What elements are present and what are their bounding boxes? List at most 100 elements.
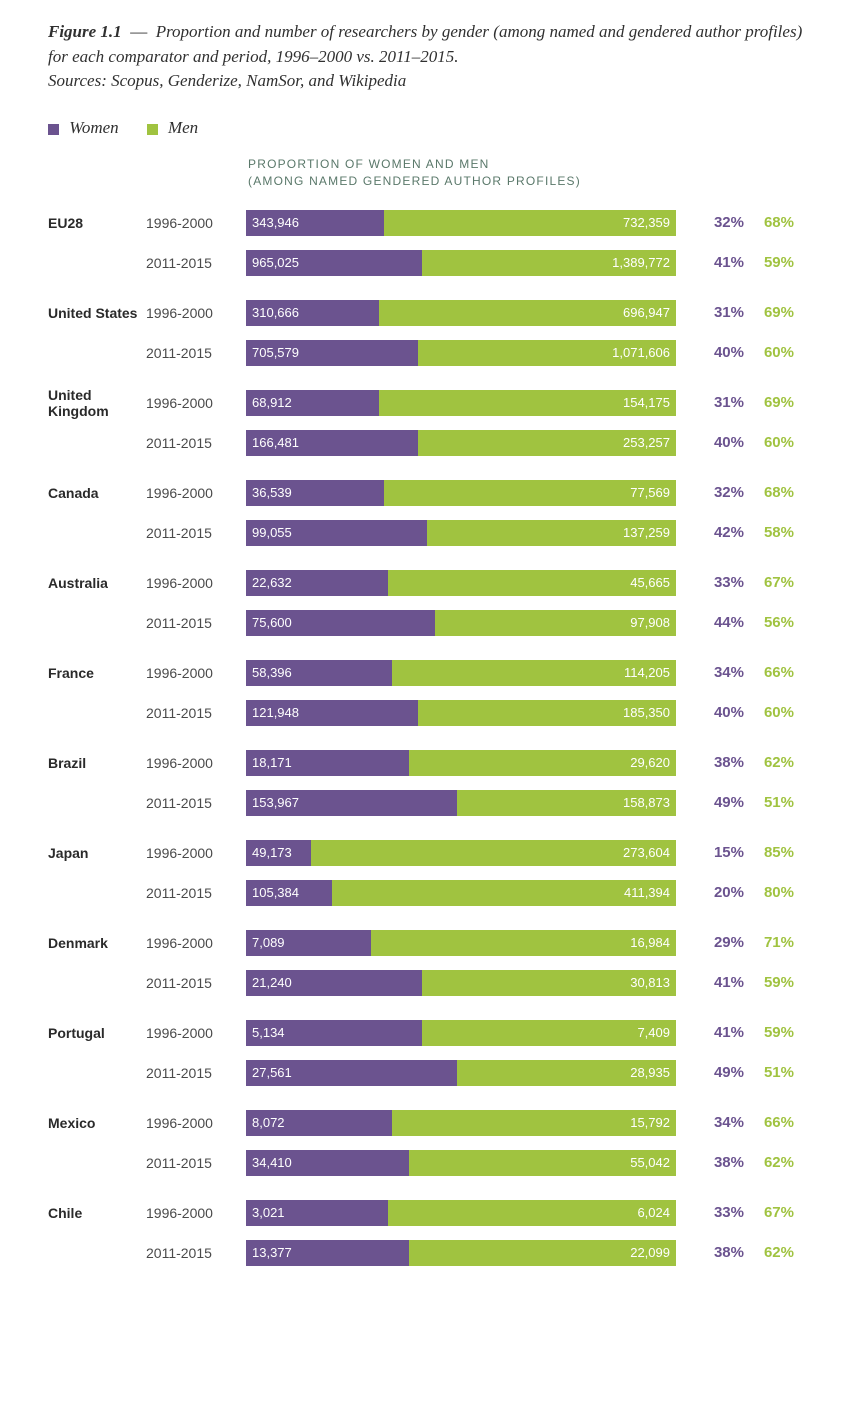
bar-segment-women: 36,539 [246,480,384,506]
stacked-bar: 705,5791,071,606 [246,340,676,366]
bar-segment-women: 13,377 [246,1240,409,1266]
bar-segment-men: 29,620 [409,750,676,776]
region-group: Portugal1996-20005,1347,40941%59%2011-20… [48,1019,814,1087]
pct-men: 68% [744,484,794,501]
pct-women: 41% [676,254,744,271]
bar-segment-men: 1,389,772 [422,250,676,276]
bar-segment-men: 30,813 [422,970,676,996]
bar-segment-men: 15,792 [392,1110,676,1136]
period-label: 1996-2000 [146,1115,246,1131]
bar-segment-men: 158,873 [457,790,676,816]
bar-segment-men: 77,569 [384,480,676,506]
bar-segment-women: 75,600 [246,610,435,636]
pct-women: 31% [676,394,744,411]
period-label: 1996-2000 [146,395,246,411]
bar-segment-women: 21,240 [246,970,422,996]
region-group: EU281996-2000343,946732,35932%68%2011-20… [48,209,814,277]
stacked-bar: 13,37722,099 [246,1240,676,1266]
bar-segment-women: 8,072 [246,1110,392,1136]
pct-men: 62% [744,1154,794,1171]
caption-text: Proportion and number of researchers by … [48,22,802,66]
period-label: 1996-2000 [146,935,246,951]
pct-men: 60% [744,344,794,361]
pct-men: 68% [744,214,794,231]
chart-subtitle: proportion of women and men (among named… [248,156,814,191]
stacked-bar: 49,173273,604 [246,840,676,866]
pct-women: 41% [676,974,744,991]
bar-row: France1996-200058,396114,20534%66% [48,659,814,687]
bar-segment-women: 68,912 [246,390,379,416]
period-label: 2011-2015 [146,705,246,721]
pct-women: 40% [676,344,744,361]
bar-segment-men: 97,908 [435,610,676,636]
figure-caption: Figure 1.1 — Proportion and number of re… [48,20,814,94]
period-label: 1996-2000 [146,755,246,771]
bar-segment-women: 166,481 [246,430,418,456]
region-group: Chile1996-20003,0216,02433%67% 2011-20151… [48,1199,814,1267]
period-label: 2011-2015 [146,975,246,991]
bar-row: 2011-201599,055137,25942%58% [48,519,814,547]
pct-women: 38% [676,754,744,771]
pct-men: 69% [744,304,794,321]
bar-row: United States1996-2000310,666696,94731%6… [48,299,814,327]
region-label: Chile [48,1205,146,1221]
bar-row: EU281996-2000343,946732,35932%68% [48,209,814,237]
stacked-bar: 343,946732,359 [246,210,676,236]
pct-men: 85% [744,844,794,861]
stacked-bar: 3,0216,024 [246,1200,676,1226]
stacked-bar: 34,41055,042 [246,1150,676,1176]
bar-row: Canada1996-200036,53977,56932%68% [48,479,814,507]
region-label: Brazil [48,755,146,771]
bar-row: Portugal1996-20005,1347,40941%59% [48,1019,814,1047]
region-group: Japan1996-200049,173273,60415%85%2011-20… [48,839,814,907]
bar-segment-women: 99,055 [246,520,427,546]
bar-row: Denmark1996-20007,08916,98429%71% [48,929,814,957]
bar-row: 2011-2015105,384411,39420%80% [48,879,814,907]
region-label: Denmark [48,935,146,951]
stacked-bar: 21,24030,813 [246,970,676,996]
stacked-bar: 8,07215,792 [246,1110,676,1136]
bar-row: Chile1996-20003,0216,02433%67% [48,1199,814,1227]
period-label: 1996-2000 [146,1205,246,1221]
stacked-bar: 5,1347,409 [246,1020,676,1046]
region-label: United Kingdom [48,387,146,419]
bar-segment-men: 732,359 [384,210,676,236]
pct-women: 42% [676,524,744,541]
region-group: Canada1996-200036,53977,56932%68% 2011-20… [48,479,814,547]
region-label: France [48,665,146,681]
bar-segment-women: 105,384 [246,880,332,906]
period-label: 2011-2015 [146,525,246,541]
period-label: 2011-2015 [146,1155,246,1171]
legend-item-women: Women [48,118,119,138]
caption-sources: Sources: Scopus, Genderize, NamSor, and … [48,71,406,90]
stacked-bar: 36,53977,569 [246,480,676,506]
period-label: 1996-2000 [146,845,246,861]
pct-men: 59% [744,254,794,271]
bar-segment-men: 1,071,606 [418,340,676,366]
stacked-bar: 75,60097,908 [246,610,676,636]
pct-men: 51% [744,1064,794,1081]
pct-women: 44% [676,614,744,631]
pct-men: 80% [744,884,794,901]
bar-row: 2011-2015166,481253,25740%60% [48,429,814,457]
bar-segment-men: 45,665 [388,570,676,596]
region-group: Brazil1996-200018,17129,62038%62% 2011-20… [48,749,814,817]
bar-row: 2011-201513,37722,09938%62% [48,1239,814,1267]
period-label: 2011-2015 [146,795,246,811]
swatch-women-icon [48,124,59,135]
bar-row: Brazil1996-200018,17129,62038%62% [48,749,814,777]
period-label: 1996-2000 [146,1025,246,1041]
bar-row: Australia1996-200022,63245,66533%67% [48,569,814,597]
bar-row: 2011-201521,24030,81341%59% [48,969,814,997]
pct-men: 60% [744,434,794,451]
bar-segment-women: 34,410 [246,1150,409,1176]
pct-women: 32% [676,484,744,501]
bar-segment-men: 16,984 [371,930,676,956]
region-label: Canada [48,485,146,501]
bar-segment-women: 22,632 [246,570,388,596]
stacked-bar: 965,0251,389,772 [246,250,676,276]
pct-women: 49% [676,1064,744,1081]
region-group: Denmark1996-20007,08916,98429%71% 2011-20… [48,929,814,997]
bar-segment-men: 696,947 [379,300,676,326]
bar-segment-men: 137,259 [427,520,676,546]
